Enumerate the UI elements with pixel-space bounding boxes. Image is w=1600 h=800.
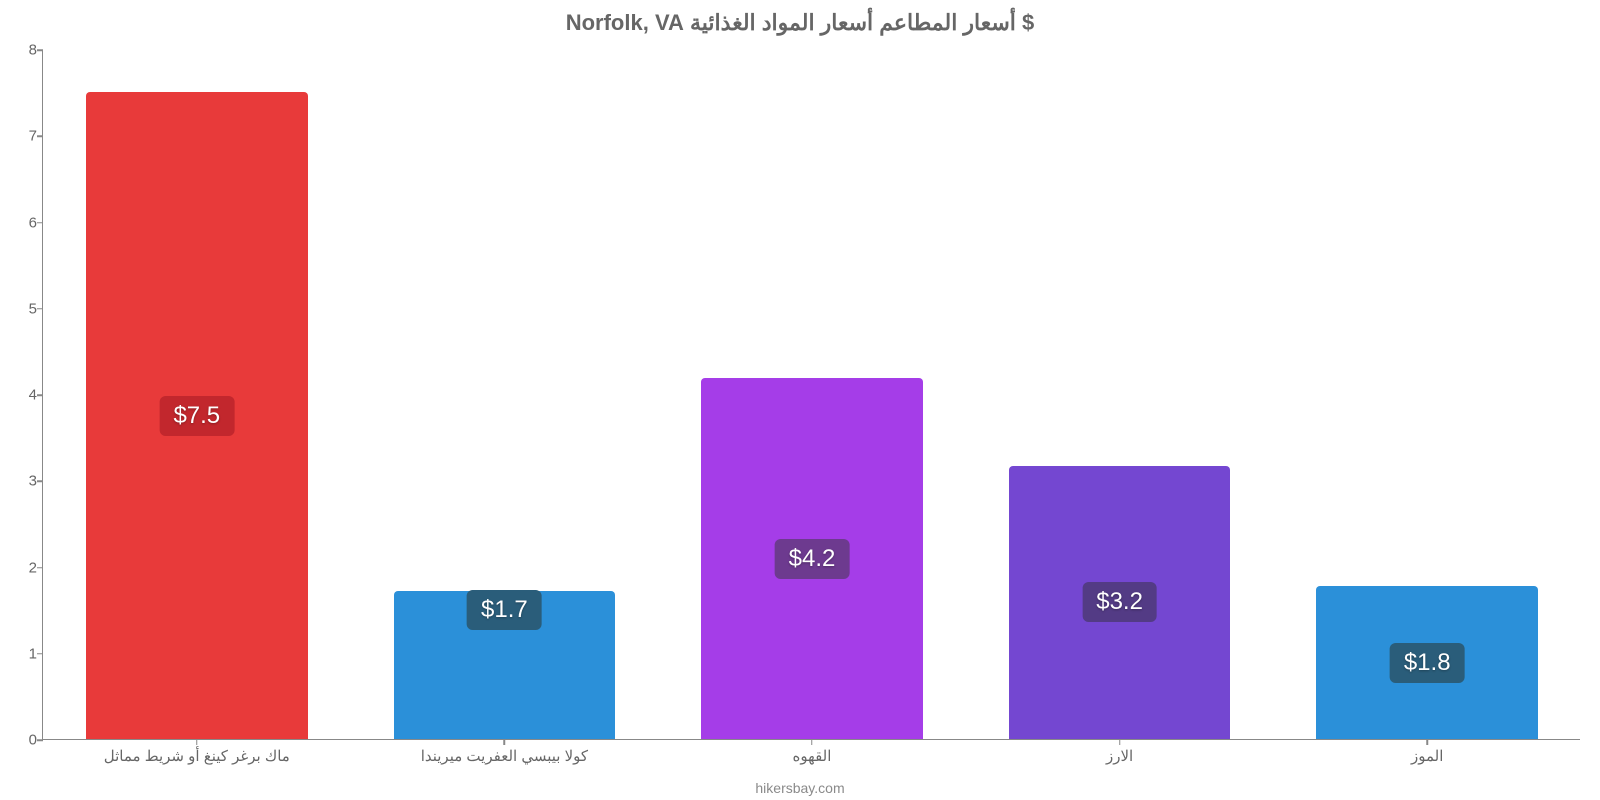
value-badge: $1.7 (467, 590, 542, 630)
y-tick-mark (37, 49, 43, 51)
bar-rect: $1.7 (394, 591, 615, 739)
x-tick-label: الموز (1277, 747, 1577, 765)
value-badge: $7.5 (159, 396, 234, 436)
x-tick-mark (1426, 739, 1428, 745)
x-tick-label: كولا بيبسي العفريت ميريندا (354, 747, 654, 765)
y-tick-label: 6 (13, 214, 37, 231)
bar: $1.8الموز (1316, 586, 1537, 739)
y-tick-label: 1 (13, 645, 37, 662)
value-badge: $3.2 (1082, 582, 1157, 622)
bar-rect: $4.2 (701, 378, 922, 739)
x-tick-label: ماك برغر كينغ أو شريط مماثل (47, 747, 347, 765)
bar-rect: $1.8 (1316, 586, 1537, 739)
value-badge: $1.8 (1390, 643, 1465, 683)
y-tick-label: 7 (13, 128, 37, 145)
bar-rect: $7.5 (86, 92, 307, 739)
chart-title: $ أسعار المطاعم أسعار المواد الغذائية No… (0, 10, 1600, 36)
value-badge: $4.2 (775, 539, 850, 579)
y-tick-mark (37, 739, 43, 741)
y-tick-mark (37, 136, 43, 138)
x-tick-mark (811, 739, 813, 745)
y-tick-mark (37, 308, 43, 310)
x-tick-label: الارز (970, 747, 1270, 765)
x-tick-mark (1119, 739, 1121, 745)
bar: $3.2الارز (1009, 466, 1230, 739)
y-tick-mark (37, 653, 43, 655)
bar-rect: $3.2 (1009, 466, 1230, 739)
x-tick-mark (504, 739, 506, 745)
bar: $7.5ماك برغر كينغ أو شريط مماثل (86, 92, 307, 739)
price-chart: $ أسعار المطاعم أسعار المواد الغذائية No… (0, 0, 1600, 800)
x-tick-mark (196, 739, 198, 745)
y-tick-mark (37, 481, 43, 483)
bar: $4.2القهوه (701, 378, 922, 739)
y-tick-label: 8 (13, 42, 37, 59)
watermark: hikersbay.com (0, 780, 1600, 796)
bar: $1.7كولا بيبسي العفريت ميريندا (394, 591, 615, 739)
y-tick-mark (37, 567, 43, 569)
plot-area: 012345678$7.5ماك برغر كينغ أو شريط مماثل… (42, 50, 1580, 740)
y-tick-label: 2 (13, 559, 37, 576)
y-tick-mark (37, 394, 43, 396)
y-tick-mark (37, 222, 43, 224)
x-tick-label: القهوه (662, 747, 962, 765)
y-tick-label: 5 (13, 300, 37, 317)
y-tick-label: 0 (13, 732, 37, 749)
y-tick-label: 3 (13, 473, 37, 490)
y-tick-label: 4 (13, 387, 37, 404)
